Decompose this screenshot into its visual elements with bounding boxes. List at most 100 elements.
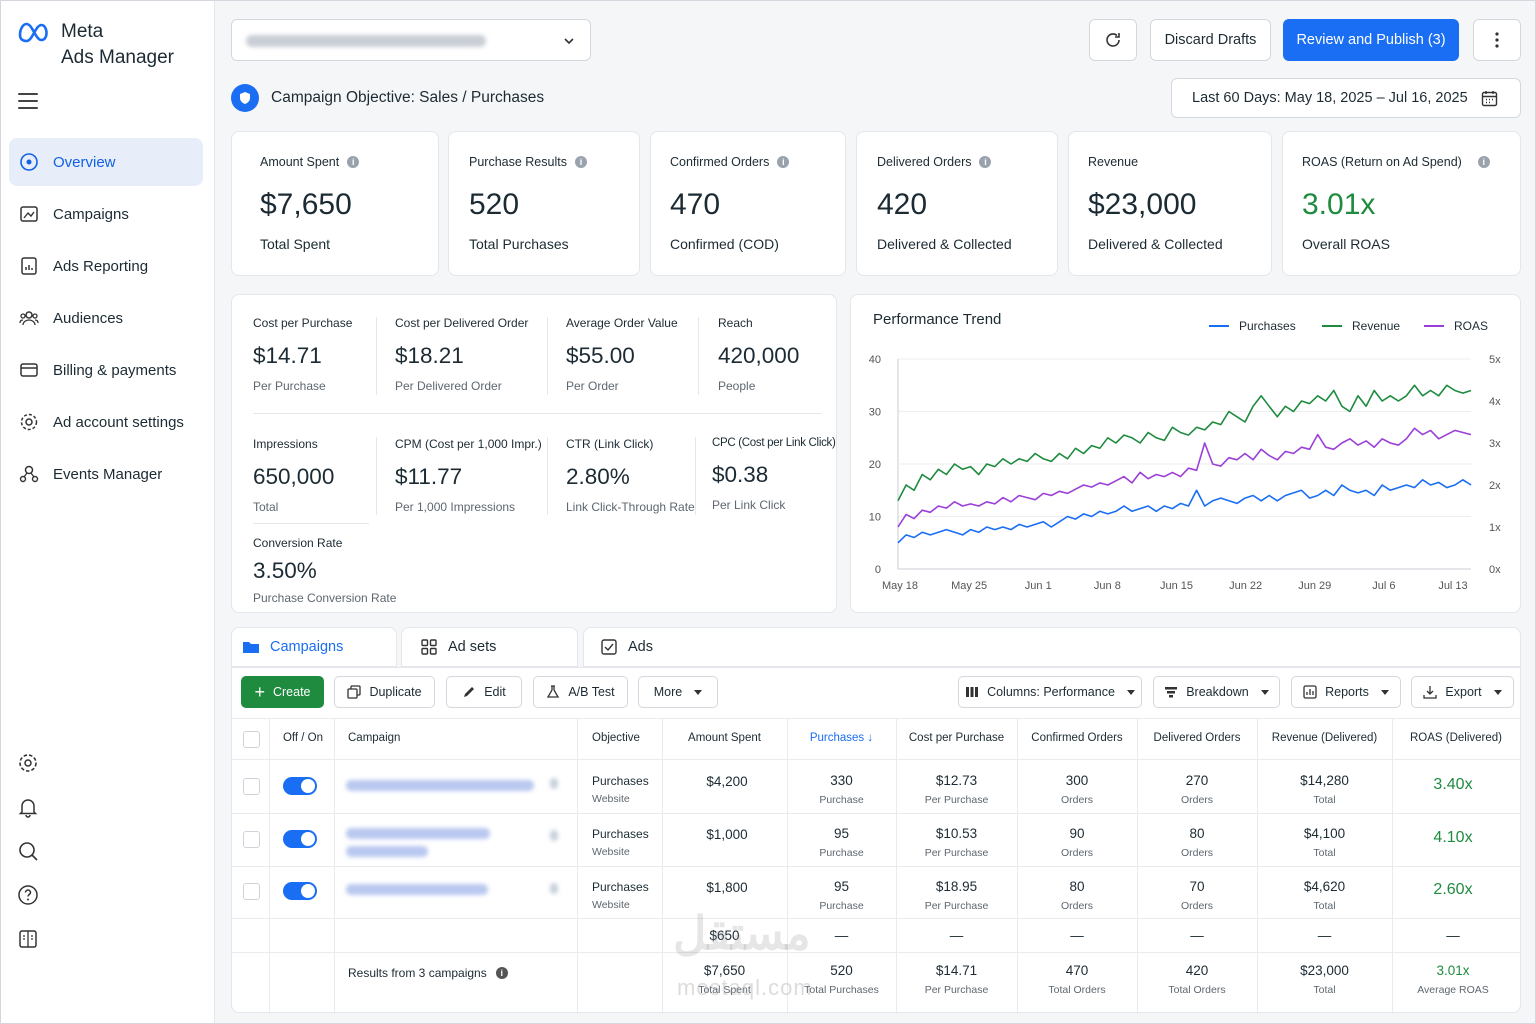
review-publish-button[interactable]: Review and Publish (3)	[1283, 19, 1459, 61]
revenue-value: $4,100	[1303, 826, 1346, 841]
header-amount-spent[interactable]: Amount Spent	[688, 732, 761, 744]
more-button[interactable]: More	[638, 676, 718, 708]
campaign-toggle[interactable]	[283, 777, 317, 795]
reports-button[interactable]: Reports	[1291, 676, 1401, 708]
cpp-value: $10.53	[935, 826, 978, 841]
header-delivered-orders[interactable]: Delivered Orders	[1153, 732, 1241, 744]
row-checkbox[interactable]	[243, 883, 260, 900]
revenue-value: $4,620	[1303, 879, 1346, 894]
header-roas[interactable]: ROAS (Delivered)	[1409, 732, 1503, 744]
tab-ads[interactable]: Ads	[583, 627, 1521, 667]
legend-purchases: Purchases	[1209, 319, 1296, 333]
duplicate-button[interactable]: Duplicate	[334, 676, 435, 708]
totals-label: Results from 3 campaigns i	[348, 964, 508, 982]
info-icon[interactable]: i	[777, 156, 790, 168]
header-cost-per-purchase[interactable]: Cost per Purchase	[908, 732, 1005, 744]
y-left-tick-label: 40	[869, 354, 881, 366]
create-button[interactable]: + Create	[241, 676, 324, 708]
ad-account-select[interactable]	[231, 19, 591, 61]
help-icon[interactable]	[17, 873, 39, 917]
campaign-toggle[interactable]	[283, 830, 317, 848]
header-campaign[interactable]: Campaign	[348, 732, 401, 744]
header-objective[interactable]: Objective	[592, 732, 640, 744]
metric-value: 420,000	[718, 343, 800, 368]
divider	[698, 317, 699, 395]
totals-cpp-value: $14.71	[935, 963, 978, 978]
extra-spent: $650	[709, 928, 740, 943]
sidebar-item-ads-reporting[interactable]: Ads Reporting	[9, 242, 203, 290]
sidebar-item-audiences[interactable]: Audiences	[9, 294, 203, 342]
menu-icon[interactable]	[18, 93, 38, 109]
tab-campaigns[interactable]: Campaigns	[231, 627, 397, 667]
search-icon[interactable]	[17, 829, 39, 873]
totals-roas-value: 3.01x	[1436, 963, 1470, 978]
info-icon[interactable]: i	[979, 156, 992, 168]
sidebar-item-events-manager[interactable]: Events Manager	[9, 450, 203, 498]
export-button[interactable]: Export	[1411, 676, 1514, 708]
info-icon[interactable]: i	[495, 967, 508, 979]
sidebar-item-overview[interactable]: Overview	[9, 138, 203, 186]
totals-delivered-value: 420	[1185, 963, 1209, 978]
row-purchases: 95 Purchase	[787, 878, 896, 913]
sidebar-item-campaigns[interactable]: Campaigns	[9, 190, 203, 238]
header-purchases[interactable]: Purchases ↓	[787, 732, 896, 744]
purchases-sub: Purchase	[819, 794, 864, 806]
bell-icon[interactable]	[17, 785, 39, 829]
x-tick-label: Jul 13	[1438, 580, 1467, 592]
x-tick-label: Jul 6	[1372, 580, 1395, 592]
metric-label: Average Order Value	[566, 316, 678, 330]
purchases-sub: Purchase	[819, 900, 864, 912]
discard-drafts-button[interactable]: Discard Drafts	[1150, 19, 1271, 61]
divider	[376, 437, 377, 515]
columns-button[interactable]: Columns: Performance	[958, 676, 1142, 708]
row-cpp: $18.95 Per Purchase	[896, 878, 1017, 913]
refresh-button[interactable]	[1089, 19, 1137, 61]
row-checkbox[interactable]	[243, 778, 260, 795]
legend-label: ROAS	[1454, 319, 1489, 333]
totals-purchases-sub: Total Purchases	[804, 984, 879, 996]
edit-name-icon[interactable]	[550, 883, 558, 894]
gear-icon[interactable]	[17, 741, 39, 785]
col-divider	[1257, 718, 1258, 1014]
select-all-checkbox[interactable]	[243, 731, 260, 748]
row-checkbox[interactable]	[243, 831, 260, 848]
delivered-sub: Orders	[1180, 794, 1214, 806]
metric-value: $14.71	[253, 343, 322, 368]
settings-icon	[20, 413, 38, 431]
divider	[547, 437, 548, 515]
info-icon[interactable]: i	[1477, 156, 1490, 168]
row-objective: Purchases Website	[592, 878, 649, 912]
sidebar-item-billing[interactable]: Billing & payments	[9, 346, 203, 394]
header-confirmed-orders[interactable]: Confirmed Orders	[1031, 732, 1123, 744]
kpi-sub: Total Spent	[260, 236, 331, 252]
objective-sub: Website	[592, 899, 630, 911]
row-revenue: $4,620 Total	[1257, 878, 1392, 913]
sidebar-item-ad-account-settings[interactable]: Ad account settings	[9, 398, 203, 446]
panel-toggle-icon[interactable]	[17, 917, 39, 961]
col-divider	[269, 718, 270, 1014]
metric-label: CTR (Link Click)	[566, 437, 654, 451]
brand[interactable]: Meta Ads Manager	[17, 19, 174, 71]
header-off-on[interactable]: Off / On	[282, 732, 324, 744]
campaign-toggle[interactable]	[283, 882, 317, 900]
campaign-name-redacted[interactable]	[346, 828, 490, 839]
metric-value: $11.77	[395, 464, 463, 489]
campaign-name-redacted[interactable]	[346, 780, 534, 791]
breakdown-button[interactable]: Breakdown	[1153, 676, 1280, 708]
header-revenue[interactable]: Revenue (Delivered)	[1271, 732, 1378, 744]
campaign-name-redacted[interactable]	[346, 884, 488, 895]
brand-name: Meta	[61, 21, 104, 42]
extra-dash: —	[1317, 928, 1332, 943]
sidebar-item-label: Campaigns	[53, 205, 129, 223]
tab-ad-sets[interactable]: Ad sets	[401, 627, 578, 667]
row-confirmed: 80 Orders	[1017, 878, 1137, 913]
edit-button[interactable]: Edit	[446, 676, 522, 708]
date-range-picker[interactable]: Last 60 Days: May 18, 2025 – Jul 16, 202…	[1171, 78, 1521, 118]
info-icon[interactable]: i	[347, 156, 360, 168]
more-options-button[interactable]	[1473, 19, 1521, 61]
row-roas: 2.60x	[1433, 881, 1473, 898]
info-icon[interactable]: i	[574, 156, 587, 168]
edit-name-icon[interactable]	[550, 830, 558, 841]
ab-test-button[interactable]: A/B Test	[533, 676, 628, 708]
edit-name-icon[interactable]	[550, 778, 558, 789]
